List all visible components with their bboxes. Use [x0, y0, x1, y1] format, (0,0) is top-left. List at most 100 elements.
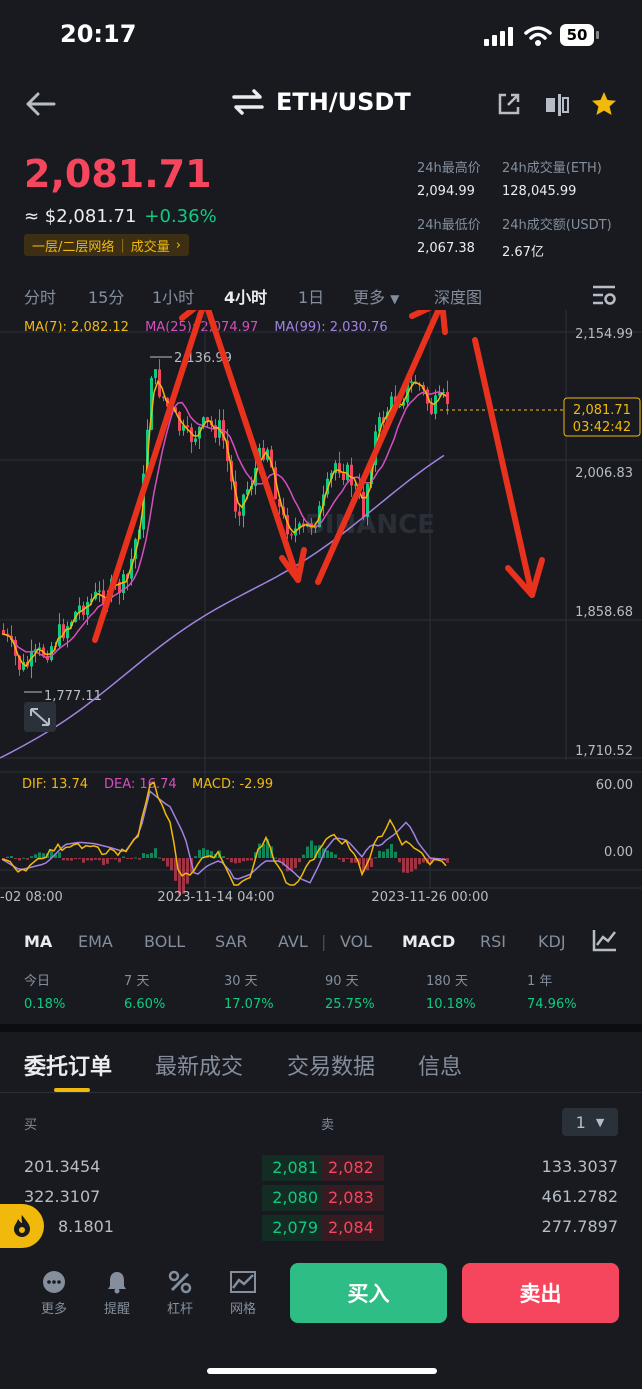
candle-body	[90, 598, 93, 602]
ind-vol[interactable]: VOL	[340, 932, 373, 951]
candle-body	[122, 574, 125, 594]
perf-label: 7 天	[124, 974, 150, 989]
tab-15m[interactable]: 15分	[88, 288, 125, 307]
macd-bar	[86, 858, 89, 861]
expand-icon[interactable]	[24, 702, 56, 732]
candle-body	[342, 473, 345, 481]
nav-more[interactable]: 更多	[29, 1270, 79, 1317]
macd-bar	[410, 858, 413, 872]
ask-qty: 461.2782	[541, 1187, 618, 1206]
macd-bar	[294, 858, 297, 868]
macd-bar	[278, 858, 281, 862]
bell-icon	[108, 1272, 126, 1294]
low-marker-value: 1,777.11	[44, 689, 102, 704]
macd-bar	[194, 856, 197, 858]
tab-4h[interactable]: 4小时	[224, 288, 268, 307]
perf-value: 6.60%	[124, 997, 166, 1012]
perf-90d: 90 天 25.75%	[325, 970, 375, 1012]
macd-bar	[38, 852, 41, 858]
macd-bar	[346, 858, 349, 859]
ind-macd[interactable]: MACD	[402, 932, 456, 951]
y-tick: 2,154.99	[575, 327, 633, 342]
more-icon	[43, 1271, 65, 1293]
macd-bar	[234, 858, 237, 864]
macd-bar	[150, 852, 153, 858]
macd-bar	[314, 845, 317, 858]
ind-rsi[interactable]: RSI	[480, 932, 506, 951]
favorite-star-icon[interactable]	[591, 91, 617, 117]
bid-qty: 8.1801	[58, 1217, 114, 1236]
network-badge[interactable]: 一层/二层网络 | 成交量 ›	[24, 234, 189, 256]
macd-bar	[226, 858, 229, 860]
buy-button[interactable]: 买入	[290, 1263, 447, 1323]
pair-selector[interactable]: ETH/USDT	[232, 88, 411, 116]
macd-bar	[98, 858, 101, 861]
macd-bar	[246, 858, 249, 861]
macd-bar	[114, 858, 117, 860]
macd-bar	[50, 850, 53, 858]
candle-body	[98, 590, 101, 592]
ma7-label: MA(7): 2,082.12	[24, 320, 129, 335]
candle-body	[362, 491, 365, 517]
orderbook-row[interactable]: 201.3454 2,081 2,082 133.3037	[0, 1155, 642, 1181]
candle-body	[214, 425, 217, 438]
back-arrow-icon[interactable]	[26, 92, 56, 116]
chart-watermark: BINANCE	[305, 510, 435, 540]
macd-bar	[158, 857, 161, 859]
tab-timeline[interactable]: 分时	[24, 288, 57, 307]
nav-alert[interactable]: 提醒	[92, 1270, 142, 1317]
status-time: 20:17	[60, 20, 137, 48]
tab-depth[interactable]: 深度图	[434, 288, 483, 307]
ind-avl[interactable]: AVL	[278, 932, 308, 951]
tab-info[interactable]: 信息	[418, 1055, 463, 1080]
precision-value: 1	[575, 1112, 586, 1132]
candle-body	[58, 624, 61, 647]
tab-more[interactable]: 更多 ▼	[353, 284, 399, 308]
macd-bar	[242, 858, 245, 862]
ind-boll[interactable]: BOLL	[144, 932, 186, 951]
battery-icon: 50	[560, 24, 594, 46]
tab-order-book[interactable]: 委托订单	[24, 1055, 113, 1080]
macd-bar	[70, 858, 73, 861]
candle-body	[354, 484, 357, 486]
sell-button[interactable]: 卖出	[462, 1263, 619, 1323]
candle-body	[438, 392, 441, 396]
precision-select[interactable]: 1 ▼	[562, 1108, 618, 1136]
indicator-tabs: MA EMA BOLL SAR AVL | VOL MACD RSI KDJ	[0, 928, 642, 954]
orderbook-row[interactable]: 322.3107 2,080 2,083 461.2782	[0, 1185, 642, 1211]
ind-ma[interactable]: MA	[24, 932, 53, 951]
tab-1d[interactable]: 1日	[298, 288, 325, 307]
tab-trading-data[interactable]: 交易数据	[287, 1055, 376, 1080]
share-icon[interactable]	[497, 92, 521, 116]
nav-grid[interactable]: 网格	[218, 1270, 268, 1317]
macd-bar	[146, 854, 149, 858]
macd-bar	[142, 853, 145, 858]
tab-1h[interactable]: 1小时	[152, 288, 195, 307]
macd-bar	[222, 856, 225, 858]
macd-bar	[258, 843, 261, 858]
price-chart[interactable]: BINANCE 2,154.99 2,006.83 1,858.68 1,710…	[0, 310, 642, 910]
ask-price: 2,084	[322, 1215, 384, 1241]
ind-kdj[interactable]: KDJ	[538, 932, 566, 951]
tab-recent-trades[interactable]: 最新成交	[155, 1055, 244, 1080]
x-tick: 2023-11-14 04:00	[157, 890, 274, 905]
macd-bar	[266, 839, 269, 858]
candle-body	[186, 425, 189, 428]
stat-vol-eth: 24h成交量(ETH) 128,045.99	[502, 157, 602, 199]
network-label: 一层/二层网络	[32, 239, 115, 255]
nav-leverage[interactable]: 杠杆	[155, 1270, 205, 1317]
macd-bar	[274, 857, 277, 859]
ind-sar[interactable]: SAR	[215, 932, 248, 951]
macd-bar	[362, 858, 365, 873]
floating-flame-button[interactable]	[0, 1204, 44, 1248]
chart-settings-icon[interactable]	[590, 282, 618, 308]
macd-bar	[302, 854, 305, 858]
layout-icon[interactable]	[544, 92, 570, 118]
orderbook-row[interactable]: 8.1801 2,079 2,084 277.7897	[0, 1215, 642, 1241]
macd-bar	[354, 858, 357, 863]
ind-ema[interactable]: EMA	[78, 932, 113, 951]
tab-underline	[0, 1092, 642, 1093]
indicator-settings-icon[interactable]	[592, 928, 618, 952]
macd-bar	[290, 858, 293, 871]
macd-bar	[318, 845, 321, 858]
